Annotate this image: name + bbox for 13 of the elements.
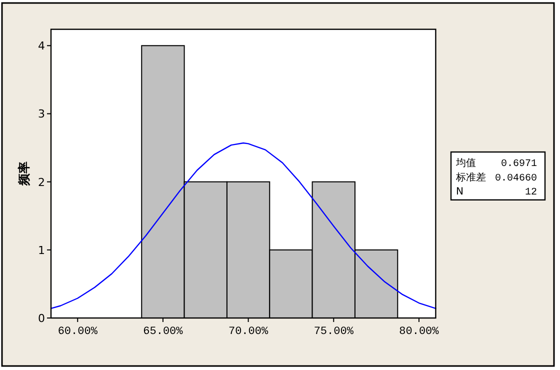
x-tick-label: 70.00% <box>228 326 268 338</box>
y-tick-label: 3 <box>38 108 45 121</box>
x-tick-label: 65.00% <box>143 326 184 338</box>
y-tick-label: 1 <box>38 244 45 257</box>
x-tick-label: 60.00% <box>58 326 98 338</box>
x-tick-label: 75.00% <box>314 326 354 338</box>
x-tick-label: 80.00% <box>399 326 440 338</box>
y-tick-label: 2 <box>38 176 45 189</box>
y-tick-label: 0 <box>38 312 45 325</box>
line-series <box>50 142 436 310</box>
statistics: 均值 0.6971 标准差 0.04660 N 12 <box>450 151 546 200</box>
y-axis-title: 频率 <box>17 162 31 187</box>
y-tick-label: 4 <box>38 40 45 53</box>
